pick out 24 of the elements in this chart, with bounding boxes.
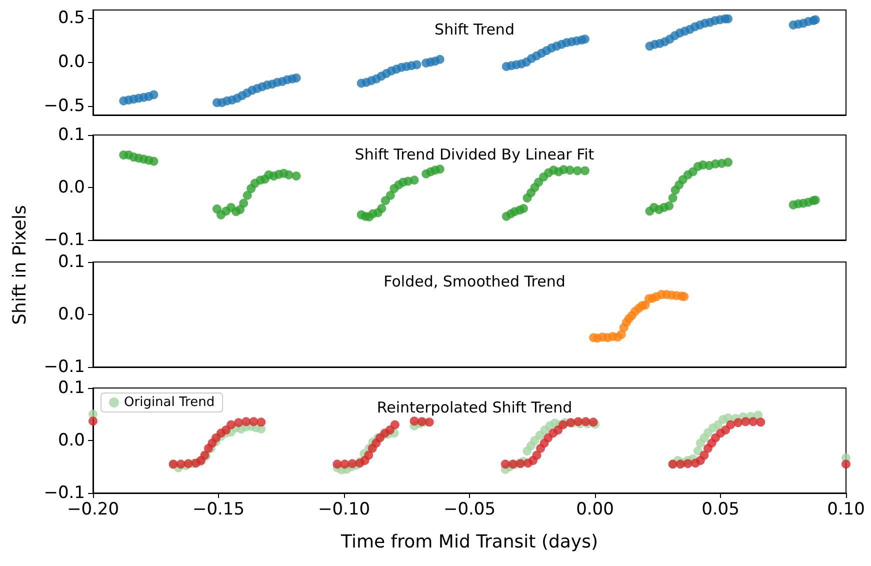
y-tick-label: −0.5	[44, 96, 85, 116]
x-tick-label: −0.05	[443, 500, 496, 520]
y-tick-label: 0.1	[58, 125, 85, 145]
y-tick-label: −0.1	[44, 357, 85, 377]
text: Reinterpolated Shift Trend	[376, 398, 572, 416]
x-tick-label: −0.15	[192, 500, 245, 520]
y-tick-label: −0.1	[44, 230, 85, 250]
y-tick-label: 0.0	[58, 178, 85, 198]
y-tick-label: 0.5	[58, 8, 85, 28]
legend-label: Original Trend	[124, 395, 215, 410]
y-tick-label: 0.0	[58, 430, 85, 450]
y-axis-title: Shift in Pixels	[10, 205, 30, 325]
text: Shift Trend	[434, 20, 514, 38]
y-tick-label: 0.0	[58, 304, 85, 324]
x-tick-label: 0.05	[702, 500, 740, 520]
x-tick-label: 0.10	[827, 500, 865, 520]
y-tick-label: 0.0	[58, 52, 85, 72]
x-axis-title: Time from Mid Transit (days)	[340, 532, 598, 552]
text: Shift Trend Divided By Linear Fit	[354, 146, 594, 164]
y-tick-label: 0.1	[58, 252, 85, 272]
x-tick-label: 0.00	[576, 500, 614, 520]
text: Folded, Smoothed Trend	[384, 272, 566, 290]
y-tick-label: 0.1	[58, 378, 85, 398]
x-tick-label: −0.10	[318, 500, 370, 520]
